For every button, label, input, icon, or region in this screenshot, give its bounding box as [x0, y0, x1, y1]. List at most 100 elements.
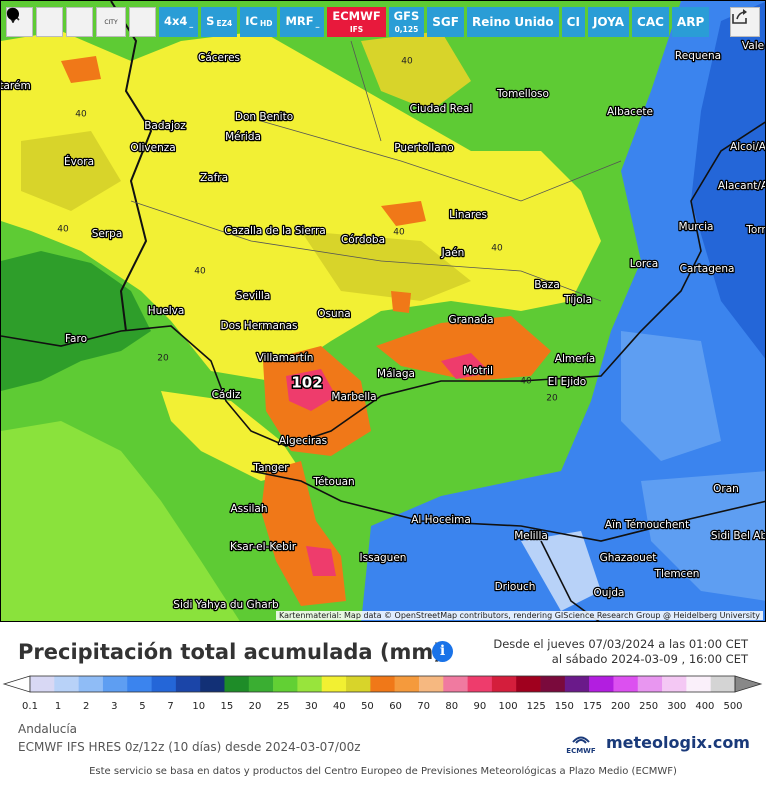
model-button[interactable]: 4x4 _	[159, 7, 199, 37]
button-sub: EZ4	[216, 19, 233, 29]
red-area	[306, 546, 336, 576]
share-icon	[732, 9, 747, 24]
coast-line	[1, 121, 765, 447]
contour-label: 40	[491, 244, 503, 254]
city-button[interactable]: CITY	[96, 7, 126, 37]
place-label: Al Hoceima	[411, 514, 471, 526]
place-label: Tlemcen	[654, 568, 700, 580]
colorbar-label: 7	[167, 701, 173, 712]
contour-label: 40	[194, 267, 206, 277]
colorbar-label: 30	[305, 701, 318, 712]
colorbar-label: 90	[474, 701, 487, 712]
date-from: Desde el jueves 07/03/2024 a las 01:00 C…	[493, 637, 748, 651]
place-label: Melilla	[514, 530, 548, 542]
contour-label: 20	[546, 394, 558, 404]
place-label: Puertollano	[394, 142, 453, 154]
place-label: Granada	[448, 314, 493, 326]
model-button[interactable]: ECMWF IFS	[327, 7, 386, 37]
place-label: Jaén	[441, 247, 465, 259]
yellow-dark	[361, 31, 471, 111]
colorbar-segment	[613, 676, 639, 692]
colorbar-label: 3	[111, 701, 117, 712]
info-button[interactable]: i	[432, 641, 453, 662]
orange-area	[376, 316, 551, 381]
model-button[interactable]: SGF	[427, 7, 464, 37]
max-value: 102	[291, 374, 322, 392]
button-sub: HD	[259, 19, 273, 29]
model-button[interactable]: IC HD	[240, 7, 278, 37]
yellow-dark	[21, 131, 121, 211]
button-row: S EZ4	[206, 16, 232, 28]
zoom-button[interactable]	[6, 7, 93, 37]
blue-dark	[691, 1, 765, 359]
border-line	[110, 1, 153, 332]
place-label: Requena	[675, 50, 721, 62]
place-label: Olivenza	[130, 142, 175, 154]
colorbar-segment	[151, 676, 177, 692]
colorbar-label: 150	[555, 701, 574, 712]
button-main: GFS	[393, 9, 420, 23]
place-label: Ciudad Real	[410, 103, 473, 115]
map[interactable]: Cáceres Requena Vale Tomelloso Albacete Badaj…	[0, 0, 766, 622]
place-label: Oran	[713, 483, 739, 495]
place-label: Faro	[65, 333, 87, 345]
colorbar-segment	[418, 676, 444, 692]
coast-line	[250, 470, 765, 542]
colorbar-label: 125	[527, 701, 546, 712]
map-canvas: Cáceres Requena Vale Tomelloso Albacete Badaj…	[1, 1, 765, 621]
colorbar-label: 10	[192, 701, 205, 712]
location-button[interactable]	[7, 7, 63, 37]
colorbar-segment	[127, 676, 152, 692]
colorbar-segment	[321, 676, 347, 692]
footer: Este servicio se basa en datos y product…	[89, 766, 677, 777]
brand-text: meteologix.com	[606, 733, 750, 752]
model-button[interactable]: S EZ4	[201, 7, 238, 37]
brand[interactable]: meteologix.com	[606, 733, 750, 752]
place-label: Issaguen	[360, 552, 407, 564]
model-button[interactable]: ARP	[671, 7, 710, 37]
colorbar-outline	[29, 675, 736, 693]
blue-area	[361, 1, 765, 621]
contour-label: 40	[393, 228, 405, 238]
colorbar-label: 40	[333, 701, 346, 712]
colorbar-label: 50	[361, 701, 374, 712]
toolbar: CITY 4x4 _ S EZ4 IC HD MRF _ ECMWF IFS GFS 0,125 SGF…	[6, 7, 710, 39]
button-row: GFS 0,125	[393, 9, 420, 33]
button-main: CAC	[637, 15, 664, 29]
place-label: Villamartín	[257, 352, 314, 364]
colorbar-label: 400	[695, 701, 714, 712]
colorbar-segment	[200, 676, 225, 692]
model-button[interactable]: CI	[561, 7, 585, 37]
dot-button[interactable]	[7, 7, 156, 37]
red-area	[286, 369, 336, 411]
place-label: Cazalla de la Sierra	[224, 225, 325, 237]
place-label: Don Benito	[235, 111, 293, 123]
colorbar-label: 5	[139, 701, 145, 712]
colorbar-segment	[297, 676, 323, 692]
colorbar-segment	[102, 676, 128, 692]
model-button[interactable]: MRF _	[280, 7, 325, 37]
place-label: Mérida	[225, 131, 261, 143]
colorbar-label: 15	[220, 701, 233, 712]
model-button[interactable]: CAC	[632, 7, 669, 37]
place-label: Badajoz	[144, 120, 186, 132]
colorbar-segment	[346, 676, 371, 692]
colorbar: 0.1 1 2 3 5 7 10 15 20 25 30 40 50 60 70 80 90 100 125 150 1…	[2, 675, 763, 712]
model-button[interactable]: JOYA	[587, 7, 630, 37]
button-main: SGF	[432, 15, 459, 29]
place-label: Almería	[555, 353, 595, 365]
dot-icon	[7, 8, 19, 23]
orange-spot	[381, 201, 426, 226]
button-sub: IFS	[349, 24, 364, 34]
place-label: Sevilla	[236, 290, 271, 302]
model-button[interactable]: GFS 0,125	[388, 7, 425, 37]
colorbar-segment	[540, 676, 566, 692]
place-label: Zafra	[200, 172, 228, 184]
city-label: CITY	[104, 18, 118, 26]
ecmwf-text: ECMWF	[566, 747, 596, 755]
model-button[interactable]: Reino Unido	[466, 7, 559, 37]
colorbar-segment	[637, 676, 663, 692]
place-label: Serpa	[92, 228, 123, 240]
share-button[interactable]	[730, 7, 760, 37]
